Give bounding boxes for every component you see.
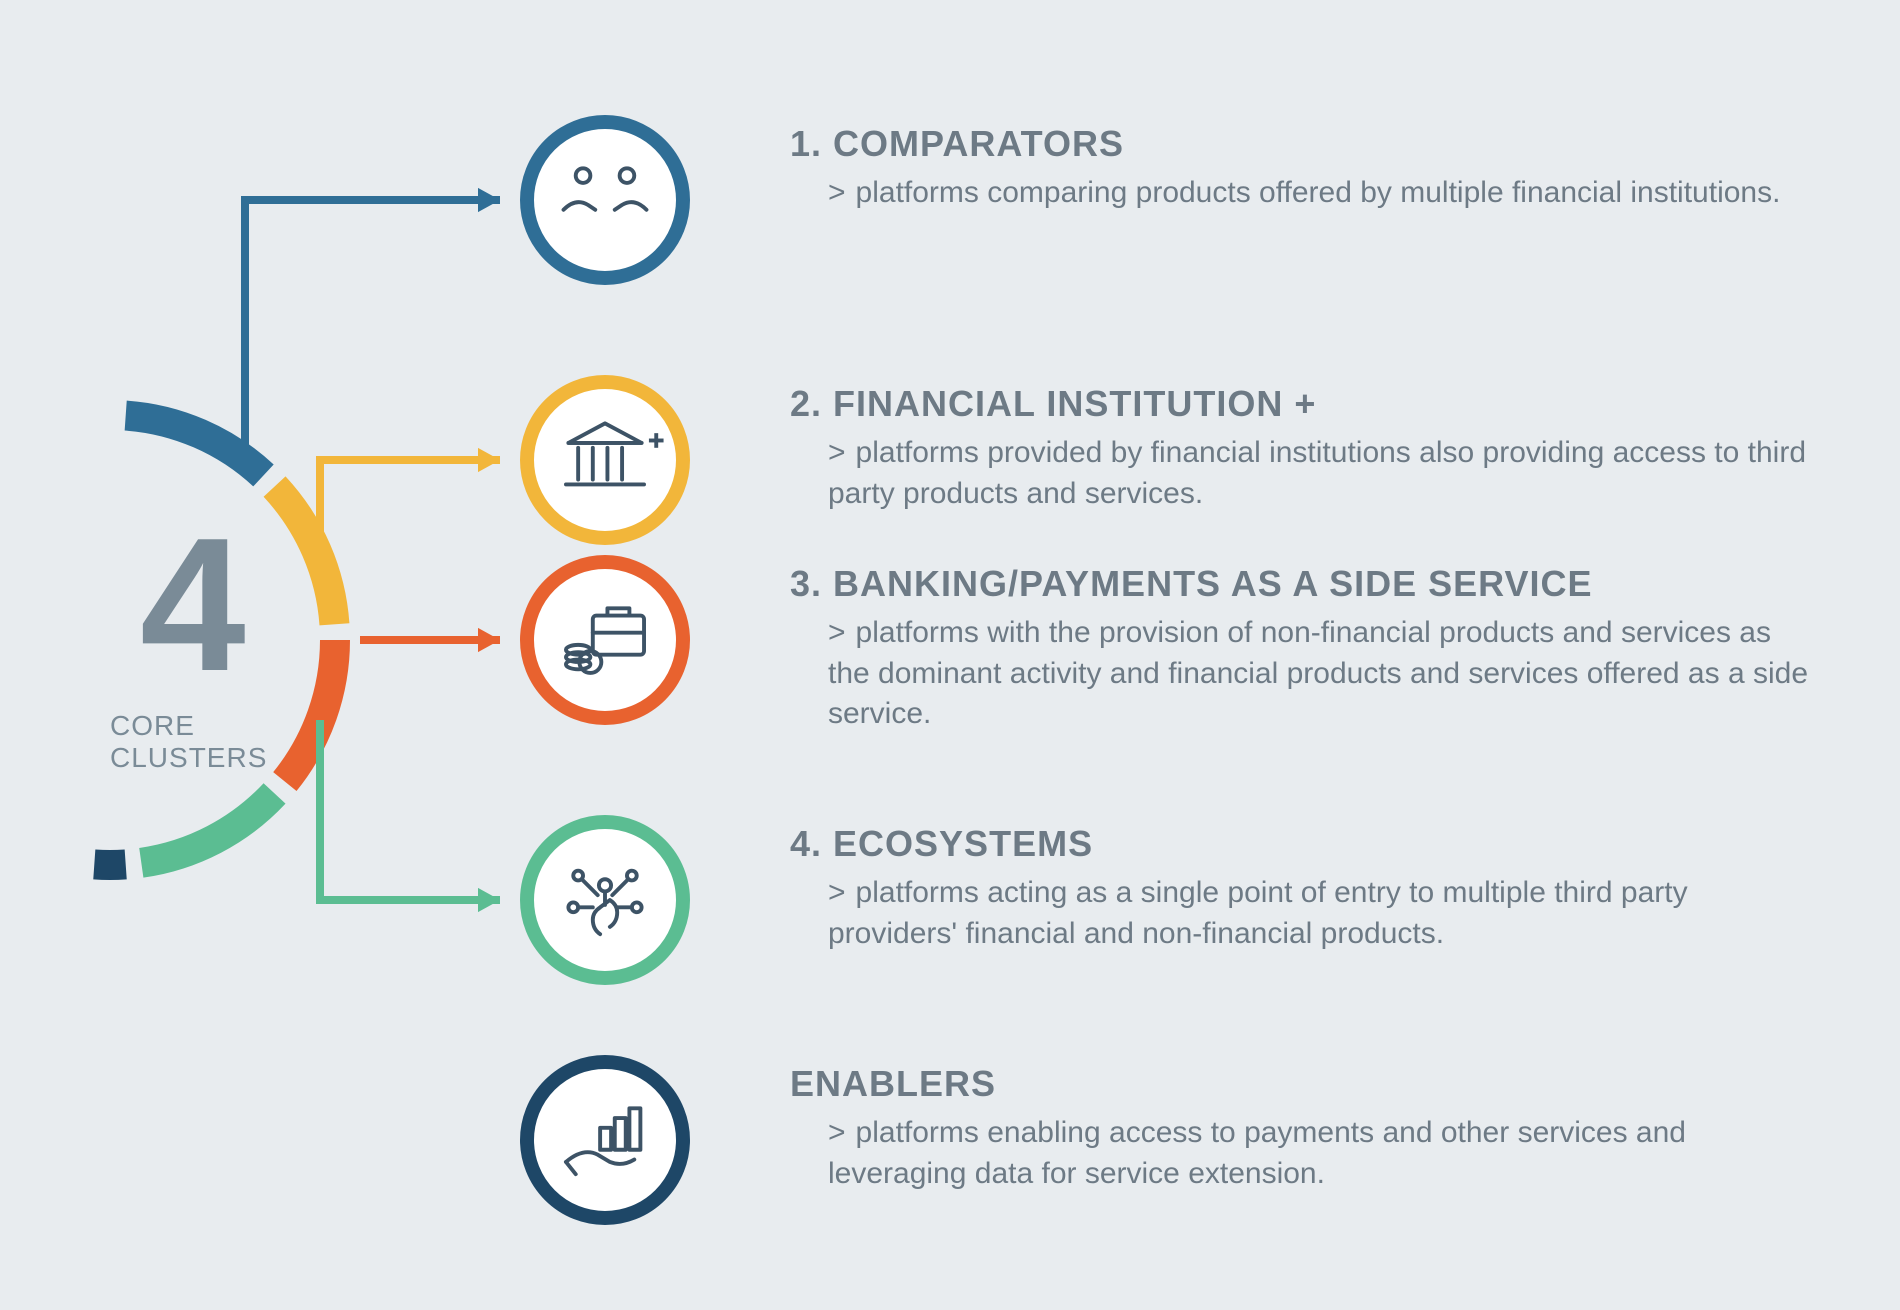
cluster-description: >platforms enabling access to payments a…: [828, 1113, 1820, 1194]
cluster-description: >platforms provided by financial institu…: [828, 433, 1820, 514]
cluster-title: 4. ECOSYSTEMS: [790, 823, 1093, 865]
cluster-circle: [520, 815, 690, 985]
cluster-title: 3. BANKING/PAYMENTS AS A SIDE SERVICE: [790, 563, 1593, 605]
core-clusters-label: CORE CLUSTERS: [110, 710, 267, 774]
cluster-circle: [520, 115, 690, 285]
cluster-title: ENABLERS: [790, 1063, 996, 1105]
network-icon: [544, 839, 666, 961]
briefcase-icon: [544, 579, 666, 701]
cluster-circle: [520, 555, 690, 725]
chevron-right-icon: >: [828, 873, 846, 914]
cluster-description: > platforms comparing products offered by…: [828, 173, 1820, 214]
cluster-description: >platforms acting as a single point of e…: [828, 873, 1820, 954]
chevron-right-icon: >: [828, 1113, 846, 1154]
cluster-description: >platforms with the provision of non-fin…: [828, 613, 1820, 735]
core-label-line1: CORE: [110, 710, 195, 741]
bank-icon: [544, 399, 666, 521]
chevron-right-icon: >: [828, 433, 846, 474]
cluster-description-text: platforms acting as a single point of en…: [828, 876, 1688, 950]
diagram-canvas: 4 CORE CLUSTERS 1. COMPARATORS>platforms…: [0, 0, 1900, 1310]
cluster-count-number: 4: [140, 510, 246, 700]
cluster-description-text: platforms comparing products offered by …: [856, 176, 1781, 209]
cluster-description-text: platforms provided by financial institut…: [828, 436, 1806, 510]
cluster-description-text: platforms enabling access to payments an…: [828, 1116, 1686, 1190]
core-label-line2: CLUSTERS: [110, 742, 267, 773]
chevron-right-icon: >: [828, 613, 846, 654]
cluster-description-text: platforms with the provision of non-fina…: [828, 616, 1808, 730]
cluster-title: 2. FINANCIAL INSTITUTION +: [790, 383, 1316, 425]
cluster-circle: [520, 1055, 690, 1225]
cluster-title: 1. COMPARATORS: [790, 123, 1124, 165]
handchart-icon: [544, 1079, 666, 1201]
chevron-right-icon: >: [828, 173, 846, 214]
hands-icon: [544, 139, 666, 261]
cluster-circle: [520, 375, 690, 545]
